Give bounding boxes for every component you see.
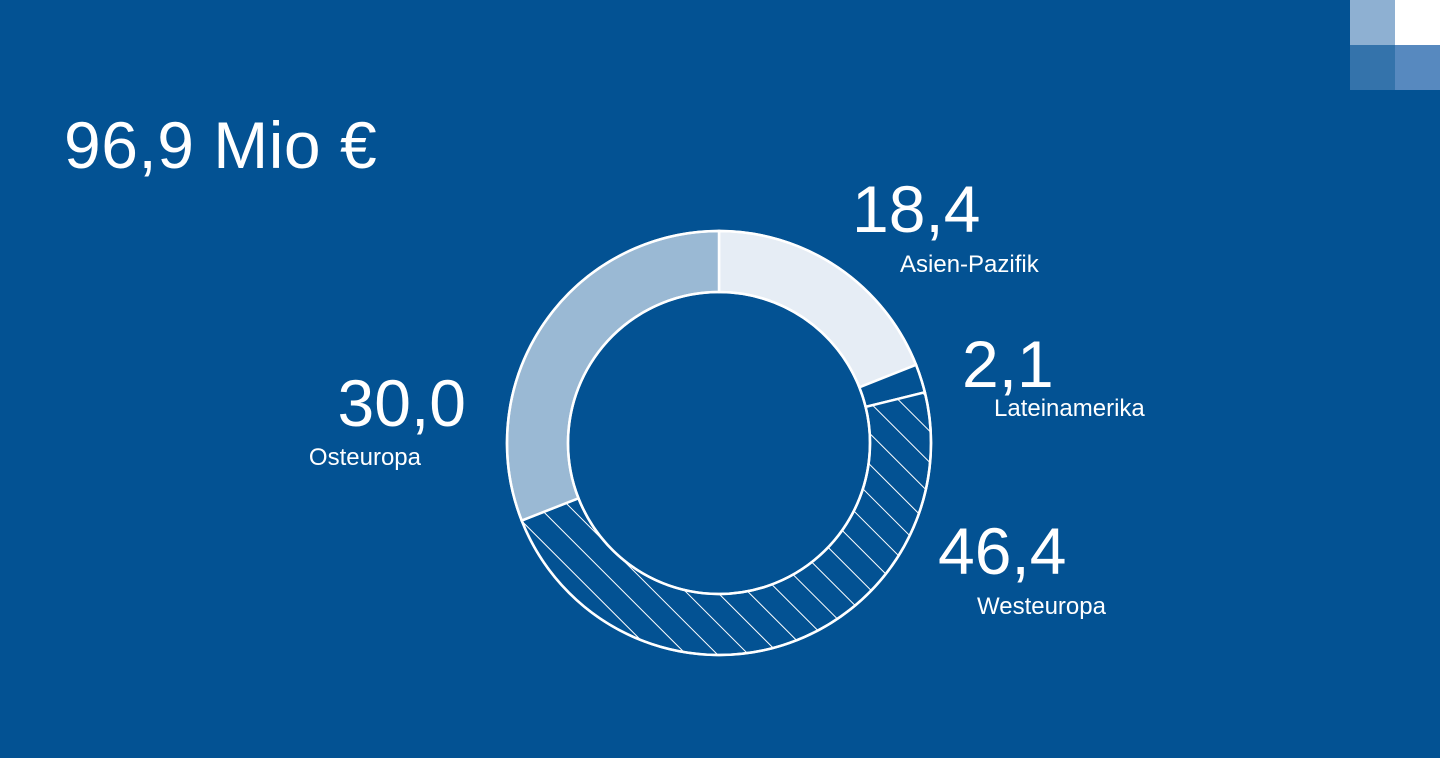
value-label-osteuropa: 30,0	[337, 366, 466, 440]
total-value: 96,9 Mio €	[64, 108, 378, 182]
value-label-lateinamerika: 2,1	[962, 327, 1054, 401]
donut-outer-ring	[505, 229, 933, 657]
donut-inner-ring	[566, 290, 872, 596]
category-label-lateinamerika: Lateinamerika	[994, 395, 1145, 422]
corner-tile-white	[1395, 0, 1440, 45]
value-label-asien-pazifik: 18,4	[852, 172, 981, 246]
corner-tile-light-blue	[1350, 0, 1395, 45]
donut-slice-osteuropa	[505, 229, 721, 523]
category-label-osteuropa: Osteuropa	[308, 444, 421, 471]
category-label-westeuropa: Westeuropa	[977, 593, 1106, 620]
value-label-westeuropa: 46,4	[938, 514, 1067, 588]
category-label-asien-pazifik: Asien-Pazifik	[900, 251, 1039, 278]
corner-tile-soft-blue	[1395, 45, 1440, 90]
corner-tile-mid-blue	[1350, 45, 1395, 90]
